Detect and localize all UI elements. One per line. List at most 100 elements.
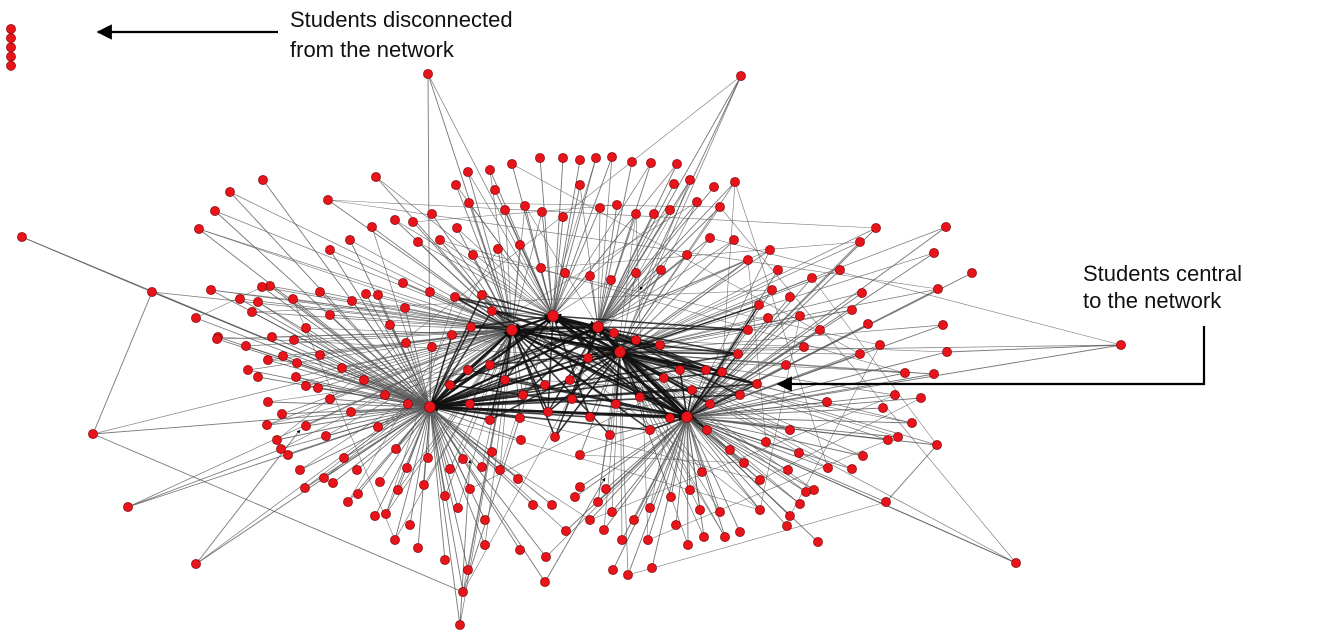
- student-node: [450, 292, 460, 302]
- student-node: [675, 365, 685, 375]
- network-edge: [214, 210, 513, 331]
- student-node: [570, 492, 580, 502]
- network-edge: [429, 406, 483, 468]
- student-node: [547, 500, 557, 510]
- student-node: [595, 203, 605, 213]
- network-edge: [686, 416, 692, 491]
- student-node: [665, 205, 675, 215]
- student-node: [881, 497, 891, 507]
- network-edge: [554, 326, 599, 438]
- network-edge: [619, 239, 735, 353]
- network-edge: [281, 329, 513, 415]
- student-node: [671, 520, 681, 530]
- student-node: [799, 342, 809, 352]
- network-edge: [429, 334, 453, 408]
- student-node: [606, 275, 616, 285]
- student-node: [347, 296, 357, 306]
- student-node: [754, 300, 764, 310]
- network-edge: [511, 329, 651, 431]
- network-edge: [597, 181, 736, 328]
- network-edge: [627, 416, 688, 576]
- network-edge: [503, 209, 513, 331]
- network-edge: [619, 277, 813, 353]
- student-node: [692, 197, 702, 207]
- student-node: [685, 485, 695, 495]
- network-edge: [198, 228, 513, 331]
- network-edge: [552, 207, 601, 317]
- student-node: [550, 432, 560, 442]
- student-node: [241, 341, 251, 351]
- student-node: [301, 323, 311, 333]
- annotation-disconnected-line1: Students disconnected: [290, 7, 513, 32]
- student-node: [345, 235, 355, 245]
- student-node: [301, 381, 311, 391]
- network-edge: [946, 344, 1122, 354]
- student-node: [605, 430, 615, 440]
- student-node: [929, 369, 939, 379]
- student-node: [730, 177, 740, 187]
- network-edge: [299, 406, 431, 471]
- network-edge: [619, 351, 791, 431]
- network-edge: [343, 406, 431, 459]
- student-node: [635, 392, 645, 402]
- network-edge: [325, 406, 431, 437]
- network-edge: [540, 240, 861, 269]
- student-node: [451, 180, 461, 190]
- student-node: [400, 303, 410, 313]
- network-edge: [747, 259, 767, 443]
- student-node: [490, 185, 500, 195]
- student-node: [300, 483, 310, 493]
- network-edge: [544, 477, 606, 583]
- student-node: [480, 540, 490, 550]
- student-node: [325, 310, 335, 320]
- network-edge: [597, 201, 698, 328]
- student-node: [515, 240, 525, 250]
- network-edge: [295, 376, 761, 511]
- student-node: [585, 515, 595, 525]
- network-edge: [597, 156, 614, 328]
- network-edge: [597, 209, 671, 328]
- network-edge: [251, 288, 773, 313]
- student-node: [435, 235, 445, 245]
- student-node: [743, 255, 753, 265]
- student-node: [485, 360, 495, 370]
- network-edge: [579, 416, 688, 488]
- network-edge: [210, 288, 513, 331]
- network-edge: [597, 161, 634, 328]
- student-node: [623, 570, 633, 580]
- student-node: [855, 349, 865, 359]
- student-node: [370, 511, 380, 521]
- student-node: [541, 552, 551, 562]
- student-node: [785, 425, 795, 435]
- student-node: [295, 465, 305, 475]
- network-edge: [467, 171, 554, 317]
- network-edge: [151, 291, 431, 408]
- student-node: [655, 340, 665, 350]
- student-node: [480, 515, 490, 525]
- network-edge: [522, 326, 599, 396]
- network-edge: [811, 277, 938, 446]
- network-edge: [281, 406, 431, 416]
- network-edge: [597, 213, 637, 328]
- network-edge: [92, 329, 513, 435]
- network-edge: [429, 384, 546, 408]
- central-student-node: [424, 401, 436, 413]
- student-node: [705, 233, 715, 243]
- student-node: [720, 532, 730, 542]
- network-edge: [429, 406, 521, 551]
- network-edge: [619, 241, 861, 353]
- student-node: [609, 328, 619, 338]
- network-edge: [468, 202, 554, 317]
- network-edge: [597, 269, 662, 328]
- network-edge: [469, 353, 739, 490]
- student-node: [263, 397, 273, 407]
- network-edge: [247, 368, 431, 408]
- student-node: [337, 363, 347, 373]
- network-edge: [429, 406, 471, 490]
- network-edge: [427, 73, 432, 408]
- network-edge: [552, 184, 582, 317]
- student-node: [631, 268, 641, 278]
- network-edge: [565, 416, 688, 532]
- student-node: [795, 499, 805, 509]
